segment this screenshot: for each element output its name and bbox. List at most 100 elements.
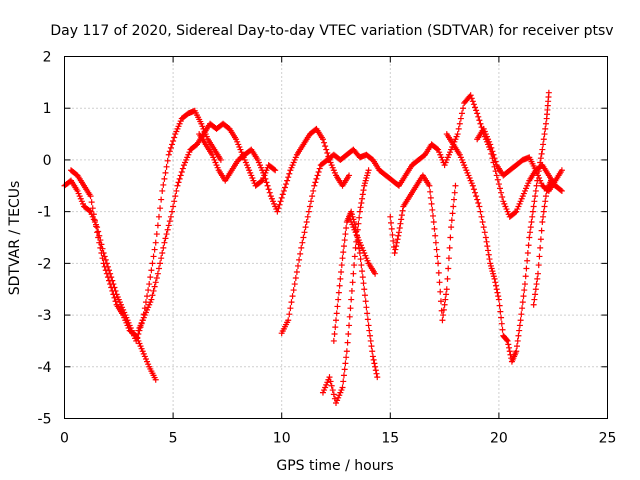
data-point: [532, 187, 539, 194]
series-arc-8: [346, 213, 379, 277]
data-point: [297, 250, 304, 257]
y-tick-label: -4: [38, 360, 52, 376]
data-point: [525, 242, 532, 249]
data-point: [512, 209, 519, 216]
data-point: [351, 253, 358, 260]
data-point: [477, 120, 484, 127]
data-point: [492, 279, 499, 286]
data-point: [341, 366, 348, 373]
data-point: [265, 186, 272, 193]
data-point: [469, 98, 476, 105]
data-point: [558, 167, 565, 174]
data-point: [308, 198, 315, 205]
data-point: [311, 182, 318, 189]
data-point: [167, 144, 174, 151]
data-point: [323, 146, 330, 153]
data-point: [456, 120, 463, 127]
data-point: [522, 273, 529, 280]
data-point: [329, 387, 336, 394]
data-point: [289, 293, 296, 300]
data-point: [276, 201, 283, 208]
x-tick-label: 0: [60, 431, 69, 447]
data-point: [366, 327, 373, 334]
data-point: [355, 220, 362, 227]
data-point: [296, 256, 303, 263]
series-arc-5: [278, 146, 383, 337]
data-point: [178, 168, 185, 175]
data-point: [374, 374, 381, 381]
data-point: [529, 213, 536, 220]
data-point: [529, 208, 536, 215]
data-point: [444, 275, 451, 282]
data-point: [504, 337, 511, 344]
data-point: [533, 281, 540, 288]
data-point: [433, 145, 440, 152]
data-point: [493, 172, 500, 179]
data-point: [278, 194, 285, 201]
data-point: [176, 175, 183, 182]
data-point: [537, 159, 544, 166]
data-point: [264, 182, 271, 189]
data-point: [92, 223, 99, 230]
data-point: [532, 193, 539, 200]
data-point: [177, 172, 184, 179]
data-point: [274, 208, 281, 215]
data-point: [498, 314, 505, 321]
data-point: [155, 213, 162, 220]
data-point: [157, 205, 164, 212]
data-point: [537, 236, 544, 243]
data-point: [132, 331, 139, 338]
data-point: [485, 251, 492, 258]
series-arc-6: [319, 167, 372, 406]
data-point: [96, 239, 103, 246]
data-point: [101, 263, 108, 270]
data-point: [367, 332, 374, 339]
data-point: [486, 256, 493, 263]
data-point: [457, 115, 464, 122]
data-point: [360, 187, 367, 194]
series-arc-10: [387, 172, 459, 324]
data-point: [390, 237, 397, 244]
data-point: [393, 243, 400, 250]
data-point: [391, 250, 398, 257]
data-point: [495, 293, 502, 300]
data-point: [171, 198, 178, 205]
series-arc-4: [196, 125, 353, 215]
data-point: [542, 198, 549, 205]
data-point: [524, 250, 531, 257]
data-point: [437, 298, 444, 305]
data-point: [171, 134, 178, 141]
data-point: [272, 167, 279, 174]
data-point: [370, 356, 377, 363]
data-point: [528, 218, 535, 225]
data-point: [337, 275, 344, 282]
data-point: [95, 228, 102, 235]
data-point: [263, 179, 270, 186]
data-point: [434, 253, 441, 260]
data-point: [393, 239, 400, 246]
data-point: [360, 280, 367, 287]
data-point: [338, 262, 345, 269]
data-point: [330, 391, 337, 398]
data-point: [472, 189, 479, 196]
data-point: [106, 277, 113, 284]
data-point: [302, 224, 309, 231]
data-point: [515, 332, 522, 339]
data-point: [343, 225, 350, 232]
data-point: [388, 219, 395, 226]
data-point: [427, 188, 434, 195]
data-point: [279, 191, 286, 198]
series-arc-2: [68, 167, 159, 383]
data-point: [538, 227, 545, 234]
data-point: [330, 337, 337, 344]
axis-ticks: 0 5 10 15 20 25 -5 -4 -3 -2 -1 0 1 2: [38, 50, 617, 447]
data-point: [440, 312, 447, 319]
data-point: [540, 208, 547, 215]
data-point: [148, 296, 155, 303]
data-point: [392, 246, 399, 253]
data-point: [95, 234, 102, 241]
data-point: [513, 348, 520, 355]
data-point: [294, 262, 301, 269]
data-point: [429, 206, 436, 213]
data-point: [369, 353, 376, 360]
